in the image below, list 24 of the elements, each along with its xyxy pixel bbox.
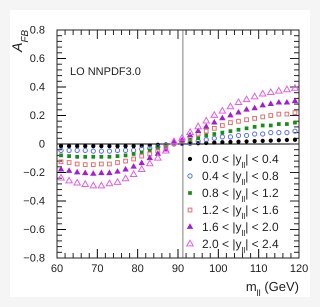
y-tick-label: −0.6 xyxy=(23,224,45,236)
y-tick-label: 0.6 xyxy=(30,53,45,66)
x-tick-label: 110 xyxy=(250,263,268,276)
y-tick-label: 0 xyxy=(38,138,45,151)
x-axis-title: m$_{ll}$ (GeV) xyxy=(246,279,299,298)
legend-label: 1.2 < |y$_{ll}$| < 1.6 xyxy=(202,203,280,221)
y-tick-label: 0.8 xyxy=(30,24,45,37)
y-tick-label: −0.2 xyxy=(23,167,45,180)
y-tick-label: 0.2 xyxy=(30,110,45,122)
x-tick-label: 120 xyxy=(290,263,308,276)
x-tick-label: 80 xyxy=(132,263,144,276)
legend-label: 1.6 < |y$_{ll}$| < 2.0 xyxy=(202,220,280,238)
x-tick-label: 60 xyxy=(50,263,64,276)
annotation: LO NNPDF3.0 xyxy=(70,66,141,78)
y-tick-label: −0.8 xyxy=(23,252,45,265)
x-tick-label: 100 xyxy=(209,263,228,276)
legend-label: 0.4 < |y$_{ll}$| < 0.8 xyxy=(202,169,280,187)
x-tick-label: 90 xyxy=(172,263,184,276)
legend-label: 2.0 < |y$_{ll}$| < 2.4 xyxy=(202,237,280,255)
legend-label: 0.8 < |y$_{ll}$| < 1.2 xyxy=(202,186,280,204)
legend-label: 0.0 < |y$_{ll}$| < 0.4 xyxy=(202,152,280,170)
x-tick-label: 70 xyxy=(91,263,104,276)
y-tick-label: −0.4 xyxy=(23,196,45,208)
y-tick-label: 0.4 xyxy=(30,82,45,94)
